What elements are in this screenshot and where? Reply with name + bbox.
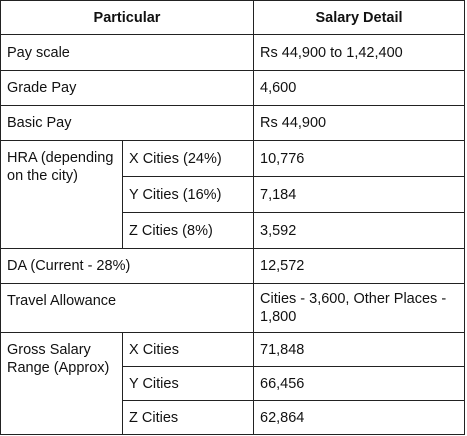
da-value: 12,572 xyxy=(253,248,465,284)
gross-value: 71,848 xyxy=(253,332,465,367)
basic-pay-value: Rs 44,900 xyxy=(253,105,465,141)
hra-value: 10,776 xyxy=(253,140,465,177)
table-row: Z Cities (8%) 3,592 xyxy=(1,212,465,249)
gross-city: Y Cities xyxy=(122,366,254,401)
hra-label: HRA (depending on the city) xyxy=(0,140,123,249)
hra-city: Z Cities (8%) xyxy=(122,212,254,249)
gross-value: 62,864 xyxy=(253,400,465,435)
header-salary-detail: Salary Detail xyxy=(253,0,465,35)
travel-allowance-value: Cities - 3,600, Other Places - 1,800 xyxy=(253,283,465,333)
table-row: Travel Allowance Cities - 3,600, Other P… xyxy=(0,283,465,333)
travel-allowance-label: Travel Allowance xyxy=(0,283,254,333)
table-row: Grade Pay 4,600 xyxy=(0,70,465,106)
gross-salary-label: Gross Salary Range (Approx) xyxy=(0,332,123,435)
hra-value: 7,184 xyxy=(253,176,465,213)
table-row: Gross Salary Range (Approx) X Cities 71,… xyxy=(0,332,465,435)
gross-value: 66,456 xyxy=(253,366,465,401)
header-row: Particular Salary Detail xyxy=(0,0,465,35)
gross-city: X Cities xyxy=(122,332,254,367)
hra-city: X Cities (24%) xyxy=(122,140,254,177)
table-row: Y Cities (16%) 7,184 xyxy=(1,176,465,213)
table-row: DA (Current - 28%) 12,572 xyxy=(0,248,465,284)
table-row: Z Cities 62,864 xyxy=(1,400,465,435)
pay-scale-value: Rs 44,900 to 1,42,400 xyxy=(253,34,465,71)
pay-scale-label: Pay scale xyxy=(0,34,254,71)
table-row: Y Cities 66,456 xyxy=(1,366,465,401)
da-label: DA (Current - 28%) xyxy=(0,248,254,284)
hra-city: Y Cities (16%) xyxy=(122,176,254,213)
grade-pay-label: Grade Pay xyxy=(0,70,254,106)
table-row: HRA (depending on the city) X Cities (24… xyxy=(0,140,465,249)
table-row: Pay scale Rs 44,900 to 1,42,400 xyxy=(0,34,465,71)
table-row: Basic Pay Rs 44,900 xyxy=(0,105,465,141)
header-particular: Particular xyxy=(0,0,254,35)
gross-city: Z Cities xyxy=(122,400,254,435)
basic-pay-label: Basic Pay xyxy=(0,105,254,141)
hra-value: 3,592 xyxy=(253,212,465,249)
grade-pay-value: 4,600 xyxy=(253,70,465,106)
